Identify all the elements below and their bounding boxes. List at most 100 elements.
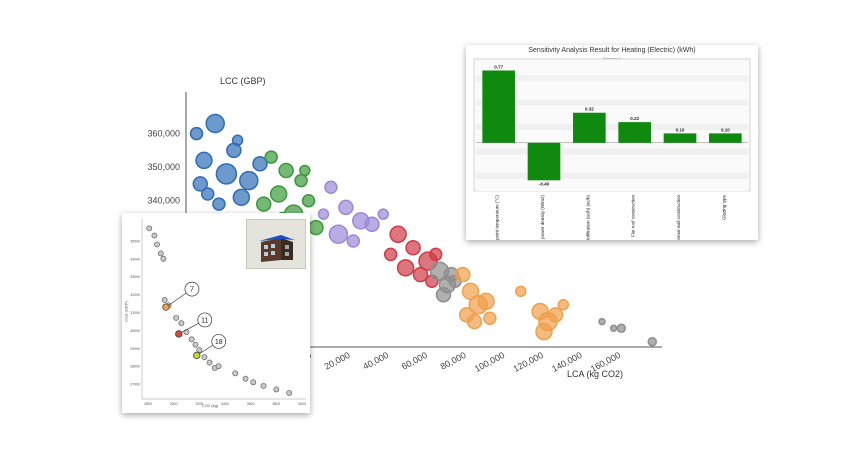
- category-label: Equipment power density (W/m2): [540, 195, 545, 240]
- y-tick-label: 360,000: [147, 129, 180, 139]
- bubble-point: [455, 266, 471, 283]
- bubble-point: [299, 164, 311, 177]
- pareto-point: [286, 390, 293, 396]
- sensitivity-bar-chart: 0.77 Heating setpoint temperature (°C) -0.…: [473, 58, 751, 240]
- x-tick-label: 120,000: [512, 350, 545, 374]
- pareto-y-tick: 30000: [130, 329, 140, 333]
- bubble-point: [278, 162, 294, 179]
- bubble-point: [412, 266, 429, 283]
- bubble-point: [515, 285, 527, 298]
- sensitivity-bar: [573, 112, 606, 143]
- building-thumbnail: [246, 219, 306, 269]
- pareto-point: [192, 341, 199, 348]
- bubble-point: [647, 336, 658, 347]
- bar-value-label: 0.77: [494, 65, 503, 70]
- pareto-y-tick: 33000: [130, 275, 140, 279]
- grid-band: [476, 160, 748, 167]
- x-tick-label: 20,000: [323, 350, 352, 372]
- pareto-point: [250, 379, 257, 386]
- category-label: External wall construction: [676, 195, 681, 240]
- pareto-x-title: CO2 (kg): [202, 403, 219, 408]
- pareto-point: [146, 225, 153, 232]
- bubble-point: [324, 180, 338, 195]
- callout-label: 18: [215, 339, 223, 346]
- sensitivity-bar: [482, 70, 515, 143]
- pareto-point: [161, 297, 168, 303]
- bubble-point: [239, 170, 259, 191]
- pareto-point: [178, 320, 185, 327]
- category-label: Heating setpoint temperature (°C): [495, 195, 500, 240]
- bubble-point: [212, 197, 226, 211]
- bubble-point: [338, 199, 354, 216]
- category-label: Infiltration (ac/h) (ac/h): [585, 194, 590, 240]
- bubble-point: [547, 307, 564, 323]
- bubble-point: [317, 208, 330, 220]
- pareto-callouts: 7 11 18: [162, 281, 227, 360]
- grid-band: [476, 172, 748, 179]
- sensitivity-bar: [663, 133, 697, 143]
- grid-band: [476, 111, 748, 118]
- pareto-x-tick: 3400: [221, 402, 229, 406]
- sensitivity-bars: 0.77 Heating setpoint temperature (°C) -0.…: [482, 65, 742, 240]
- pareto-point: [260, 382, 267, 389]
- bubble-point: [609, 324, 618, 333]
- sensitivity-bar: [618, 122, 651, 143]
- pareto-y-ticks: 35000 34000 33000 32000 31000 30000 29000 28000…: [130, 239, 140, 386]
- bubble-point: [383, 247, 398, 262]
- bubble-point: [189, 126, 204, 141]
- callout-bubble: [211, 334, 227, 349]
- y-tick-label: 350,000: [147, 162, 180, 172]
- pareto-x-tick: 3000: [170, 402, 178, 406]
- bubble-point: [195, 151, 213, 170]
- pareto-y-tick: 29000: [130, 347, 140, 351]
- grid-band: [476, 136, 748, 143]
- bubble-point: [389, 225, 407, 244]
- bubble-point: [308, 219, 324, 236]
- highlighted-point: [162, 303, 170, 311]
- bar-value-label: 0.10: [676, 127, 685, 132]
- bubble-point: [192, 176, 209, 192]
- bubble-layer: [189, 113, 658, 347]
- grid-band: [476, 124, 748, 131]
- category-label: Glazing type: [721, 195, 726, 221]
- pareto-x-tick: 3600: [247, 402, 255, 406]
- pareto-points: [146, 225, 293, 396]
- pareto-y-tick: 28000: [130, 365, 140, 369]
- grid-band: [476, 75, 748, 82]
- bar-value-label: -0.40: [539, 181, 550, 186]
- pareto-point: [242, 375, 249, 382]
- pareto-x-tick: 3800: [272, 402, 280, 406]
- callout-label: 7: [190, 287, 194, 294]
- pareto-y-title: Cost (GBP): [123, 301, 129, 322]
- pareto-point: [151, 232, 158, 239]
- bubble-point: [435, 286, 452, 303]
- grid-band: [476, 148, 748, 155]
- bubble-point: [405, 239, 421, 256]
- bubble-point: [557, 299, 570, 311]
- pareto-point: [154, 241, 160, 248]
- pareto-point: [215, 363, 222, 370]
- bubble-point: [205, 113, 225, 134]
- grid-band: [476, 99, 748, 106]
- bubble-point: [252, 156, 268, 172]
- pareto-y-tick: 27000: [130, 383, 140, 387]
- bubble-point: [215, 163, 238, 185]
- sensitivity-bar: [527, 142, 561, 181]
- y-tick-labels: 360,000 350,000 340,000: [147, 129, 180, 206]
- pareto-scatter: 7 11 18 2800 3000 3200 3400 3600 3800 4000 35000…: [130, 219, 306, 406]
- bubble-point: [255, 196, 272, 212]
- x-axis-title: LCA (kg CO2): [567, 369, 624, 379]
- bubble-point: [328, 224, 349, 245]
- grid-band: [476, 63, 748, 70]
- x-tick-label: 100,000: [473, 350, 506, 374]
- bubble-point: [428, 247, 443, 262]
- pareto-point: [273, 386, 280, 393]
- pareto-point: [157, 250, 164, 257]
- bubble-point: [483, 311, 497, 325]
- callout-label: 11: [201, 317, 208, 324]
- x-tick-label: 60,000: [400, 350, 429, 372]
- bubble-point: [598, 317, 606, 326]
- bar-value-label: 0.10: [721, 127, 730, 132]
- sensitivity-bar: [709, 133, 742, 143]
- sensitivity-chart-subtitle: Ranking 1: [602, 56, 621, 61]
